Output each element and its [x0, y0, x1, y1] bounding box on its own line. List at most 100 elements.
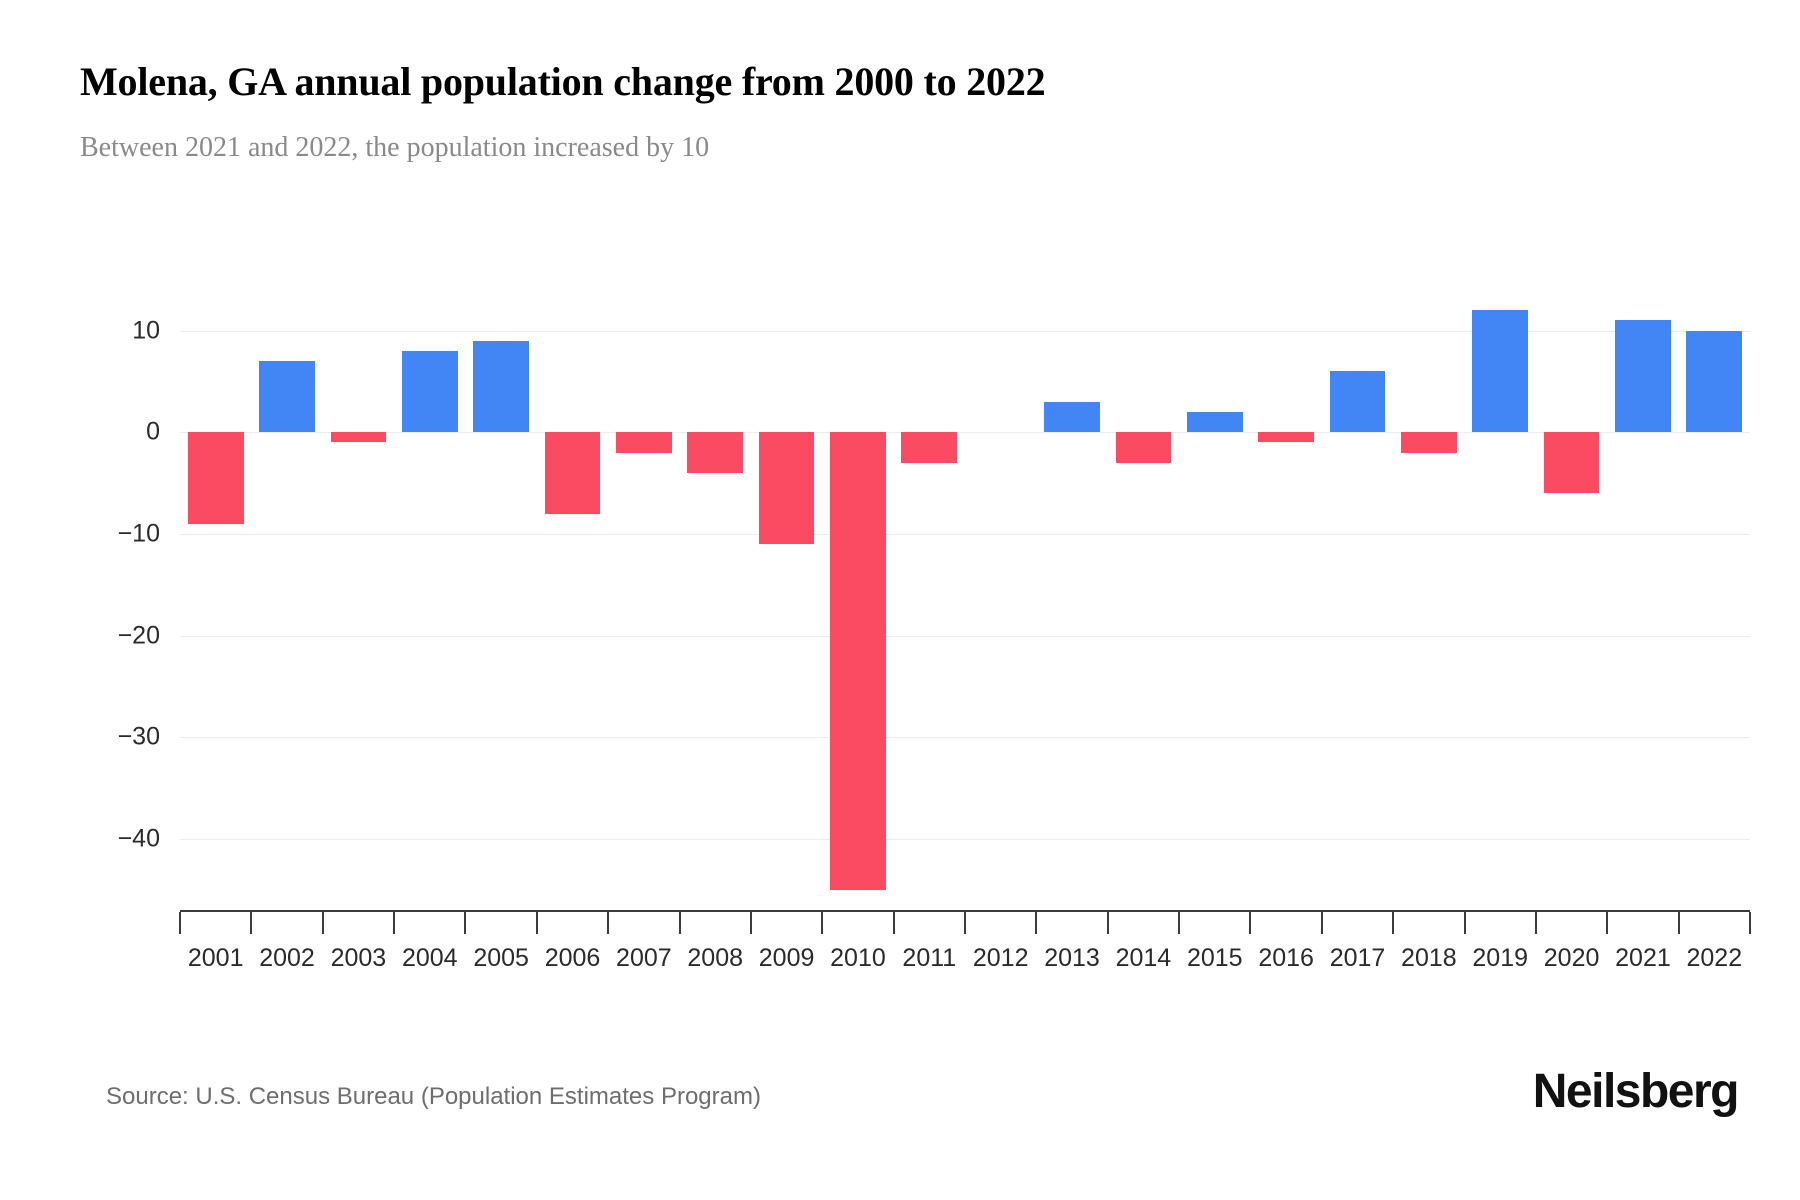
x-axis-tick — [892, 912, 895, 934]
bar[interactable] — [1686, 330, 1743, 433]
x-axis-tick-label: 2016 — [1258, 944, 1314, 972]
gridline — [180, 432, 1750, 434]
gridline — [180, 533, 1750, 535]
bar-cell[interactable] — [751, 290, 822, 910]
bar-cell[interactable] — [537, 290, 608, 910]
bar-cell[interactable] — [1108, 290, 1179, 910]
bar[interactable] — [473, 340, 529, 433]
x-axis-tick-label: 2003 — [330, 944, 387, 972]
source-note: Source: U.S. Census Bureau (Population E… — [106, 1083, 761, 1110]
gridline — [180, 737, 1750, 739]
x-axis-tick-label: 2007 — [616, 944, 672, 972]
x-axis-tick — [1178, 912, 1181, 934]
x-axis-tick-label: 2006 — [544, 944, 601, 972]
bar[interactable] — [1329, 371, 1386, 433]
x-axis-tick — [1606, 912, 1609, 934]
x-axis-tick-label: 2013 — [1044, 944, 1100, 972]
bar-cell[interactable] — [465, 290, 536, 910]
x-axis-tick-label: 2014 — [1115, 944, 1172, 972]
x-axis-tick-label: 2017 — [1329, 944, 1386, 972]
x-axis-tick — [250, 912, 253, 934]
bar-cell[interactable] — [180, 290, 251, 910]
x-axis-tick — [1320, 912, 1323, 934]
bar[interactable] — [259, 361, 315, 433]
bar[interactable] — [1615, 320, 1671, 433]
bar[interactable] — [1472, 310, 1529, 433]
page-title: Molena, GA annual population change from… — [80, 59, 1046, 104]
bar-cell[interactable] — [1679, 290, 1750, 910]
bar[interactable] — [401, 350, 458, 433]
x-axis-tick — [964, 912, 966, 934]
bar-cell[interactable] — [1036, 290, 1107, 910]
x-axis-labels: 2001 2002 2003 2004 2005 2006 2007 2008 2009 2010… — [180, 944, 1750, 984]
x-axis-tick-label: 2001 — [187, 944, 244, 972]
x-axis-tick — [535, 912, 538, 934]
x-axis-tick — [1534, 912, 1537, 934]
x-axis-tick-label: 2022 — [1686, 944, 1743, 972]
bar[interactable] — [687, 432, 744, 473]
x-axis-tick — [1249, 912, 1252, 934]
x-axis-tick-label: 2005 — [473, 944, 529, 972]
y-axis-tick-label: −40 — [117, 824, 160, 853]
bar-cell[interactable] — [394, 290, 465, 910]
bar-cell[interactable] — [251, 290, 322, 910]
page-subtitle: Between 2021 and 2022, the population in… — [80, 132, 710, 163]
bar[interactable] — [1543, 432, 1600, 494]
x-axis-tick-label: 2015 — [1186, 944, 1243, 972]
bar[interactable] — [1186, 411, 1243, 433]
bar-series — [180, 290, 1750, 910]
bar-cell[interactable] — [1250, 290, 1321, 910]
x-axis-ticks — [179, 912, 1751, 936]
bar-cell[interactable] — [323, 290, 394, 910]
x-axis-tick-label: 2011 — [902, 944, 957, 972]
bar-cell[interactable] — [608, 290, 679, 910]
bar-cell[interactable] — [1536, 290, 1607, 910]
y-axis-tick-label: −30 — [117, 722, 160, 751]
bar-cell[interactable] — [822, 290, 893, 910]
bar[interactable] — [830, 432, 886, 890]
bar-cell[interactable] — [1393, 290, 1464, 910]
bar[interactable] — [187, 432, 244, 524]
x-axis-tick-label: 2008 — [687, 944, 744, 972]
x-axis-tick-label: 2002 — [259, 944, 315, 972]
bar[interactable] — [1044, 401, 1100, 433]
x-axis-tick — [607, 912, 610, 934]
x-axis-tick — [321, 912, 324, 934]
x-axis-tick-label: 2010 — [830, 944, 886, 972]
x-axis-line — [180, 910, 1750, 912]
x-axis-tick-label: 2018 — [1401, 944, 1457, 972]
y-axis-tick-label: −20 — [117, 621, 160, 650]
bar-cell[interactable] — [894, 290, 965, 910]
x-axis-tick — [1106, 912, 1109, 934]
x-axis-tick-label: 2009 — [758, 944, 815, 972]
bar[interactable] — [1401, 432, 1457, 453]
bar[interactable] — [1115, 432, 1172, 463]
x-axis-tick — [821, 912, 824, 934]
x-axis-tick — [179, 912, 181, 934]
x-axis-tick-label: 2020 — [1543, 944, 1600, 972]
bar-cell[interactable] — [1607, 290, 1678, 910]
bar[interactable] — [616, 432, 672, 453]
x-axis-tick — [1035, 912, 1038, 934]
x-axis-tick — [1749, 912, 1751, 934]
bar-cell[interactable] — [965, 290, 1036, 910]
bar-cell[interactable] — [1322, 290, 1393, 910]
bar[interactable] — [901, 432, 958, 463]
bar[interactable] — [1258, 432, 1314, 443]
bar-cell[interactable] — [680, 290, 751, 910]
x-axis-tick-label: 2004 — [401, 944, 458, 972]
x-axis-tick — [678, 912, 681, 934]
bar-cell[interactable] — [1179, 290, 1250, 910]
x-axis-tick — [749, 912, 752, 934]
x-axis-tick-label: 2019 — [1472, 944, 1529, 972]
x-axis-tick — [1392, 912, 1395, 934]
y-axis-tick-label: 0 — [146, 417, 160, 446]
bar[interactable] — [330, 432, 387, 443]
x-axis-tick-label: 2021 — [1615, 944, 1671, 972]
bar[interactable] — [544, 432, 601, 514]
brand-logo: Neilsberg — [1532, 1065, 1740, 1118]
bar-cell[interactable] — [1465, 290, 1536, 910]
gridline — [180, 330, 1750, 332]
x-axis-tick — [393, 912, 396, 934]
bar[interactable] — [758, 432, 815, 545]
